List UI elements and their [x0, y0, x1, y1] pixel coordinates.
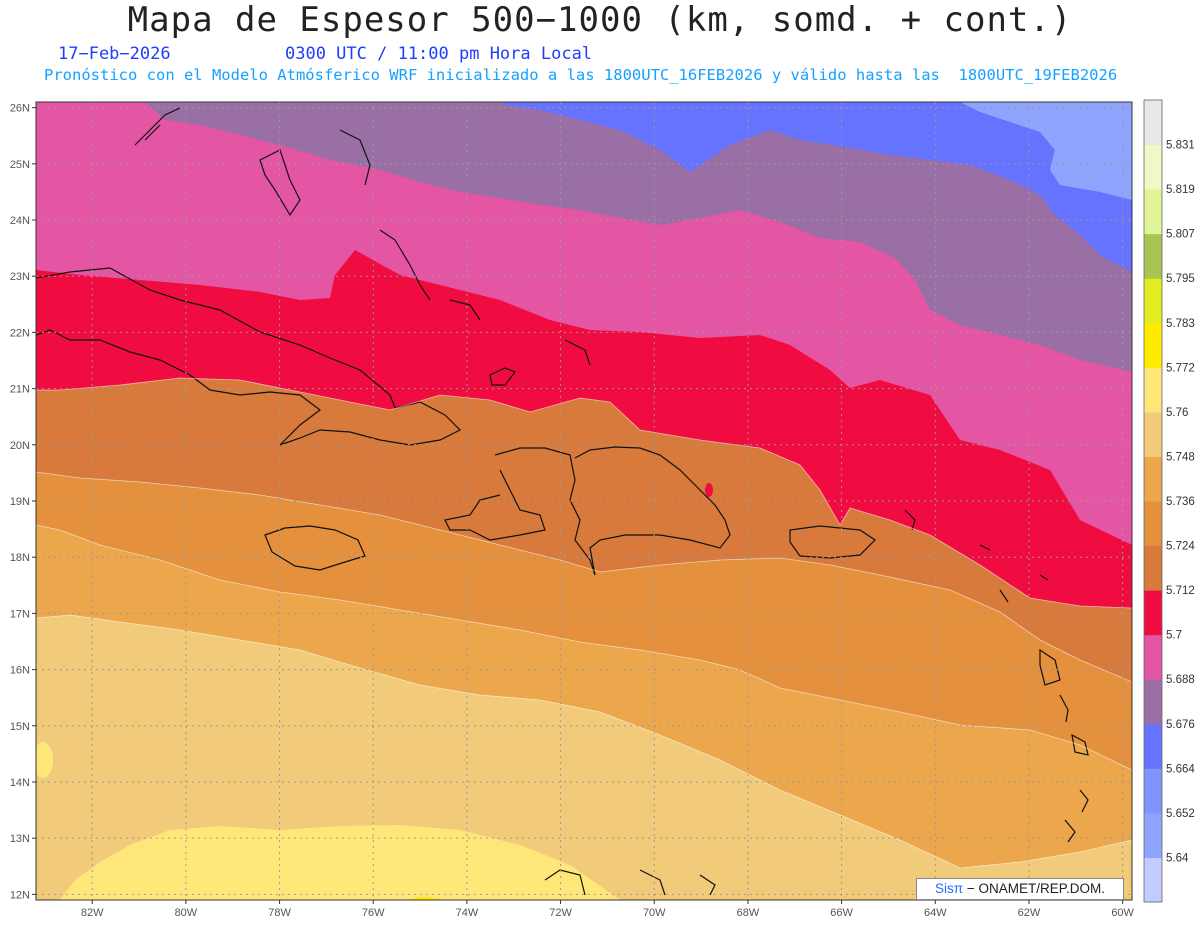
colorbar-label: 5.712 — [1166, 585, 1195, 597]
colorbar-swatch — [1144, 322, 1162, 368]
lat-tick-label: 15N — [10, 721, 30, 733]
lat-tick-label: 17N — [10, 608, 30, 620]
lat-tick-label: 21N — [10, 384, 30, 396]
colorbar-label: 5.64 — [1166, 852, 1189, 864]
colorbar-swatch — [1144, 634, 1162, 680]
longitude-axis: 82W 80W 78W 76W 74W 72W 70W 68W 66W 64W 62W 60W — [81, 900, 1135, 919]
colorbar-swatch — [1144, 100, 1162, 146]
lat-tick-label: 12N — [10, 889, 30, 901]
lon-tick-label: 64W — [924, 907, 947, 919]
colorbar-swatch — [1144, 411, 1162, 457]
lon-tick-label: 70W — [643, 907, 666, 919]
colorbar-label: 5.772 — [1166, 362, 1195, 374]
lon-tick-label: 68W — [737, 907, 760, 919]
lat-tick-label: 23N — [10, 271, 30, 283]
thickness-field — [36, 102, 1132, 900]
lat-tick-label: 16N — [10, 665, 30, 677]
colorbar-label: 5.676 — [1166, 719, 1195, 731]
gridlines — [36, 102, 1132, 900]
valid-time: 0300 UTC / 11:00 pm Hora Local — [285, 44, 593, 64]
colorbar-label: 5.652 — [1166, 808, 1195, 820]
colorbar-label: 5.688 — [1166, 674, 1195, 686]
forecast-info: Pronóstico con el Modelo Atmósferico WRF… — [44, 66, 1118, 84]
coastlines — [36, 107, 1089, 896]
lon-tick-label: 72W — [549, 907, 572, 919]
colorbar-swatch — [1144, 857, 1162, 903]
lat-tick-label: 26N — [10, 103, 30, 115]
colorbar-swatch — [1144, 278, 1162, 324]
lat-tick-label: 13N — [10, 833, 30, 845]
lon-tick-label: 76W — [362, 907, 385, 919]
colorbar-swatch — [1144, 501, 1162, 547]
lon-tick-label: 82W — [81, 907, 104, 919]
band-5676 — [500, 102, 1132, 272]
lat-tick-label: 18N — [10, 552, 30, 564]
lat-tick-label: 25N — [10, 159, 30, 171]
colorbar-label: 5.795 — [1166, 273, 1195, 285]
map-title: Mapa de Espesor 500−1000 (km, somd. + co… — [127, 0, 1073, 40]
colorbar-swatch — [1144, 456, 1162, 502]
colorbar-swatch — [1144, 768, 1162, 814]
latitude-axis: 12N 13N 14N 15N 16N 17N 18N 19N 20N 21N 22N 23N 24N 2… — [10, 103, 36, 901]
sispi-logo: Sisπ — [935, 881, 964, 896]
lon-tick-label: 62W — [1018, 907, 1041, 919]
lon-tick-label: 74W — [456, 907, 479, 919]
colorbar-label: 5.7 — [1166, 630, 1182, 642]
colorbar-swatch — [1144, 367, 1162, 413]
colorbar-label: 5.783 — [1166, 318, 1195, 330]
colorbar-swatch — [1144, 679, 1162, 725]
lon-tick-label: 66W — [830, 907, 853, 919]
band-5664 — [960, 102, 1132, 200]
lat-tick-label: 24N — [10, 215, 30, 227]
colorbar-swatch — [1144, 189, 1162, 235]
colorbar-swatch — [1144, 144, 1162, 190]
colorbar-swatch — [1144, 545, 1162, 591]
colorbar-label: 5.724 — [1166, 541, 1195, 553]
lat-tick-label: 22N — [10, 327, 30, 339]
colorbar-label: 5.819 — [1166, 184, 1195, 196]
lon-tick-label: 60W — [1111, 907, 1134, 919]
colorbar-label: 5.76 — [1166, 407, 1188, 419]
colorbar-label: 5.664 — [1166, 763, 1195, 775]
colorbar-swatch — [1144, 812, 1162, 858]
colorbar-label: 5.736 — [1166, 496, 1195, 508]
credit-text: − ONAMET/REP.DOM. — [966, 881, 1105, 896]
lat-tick-label: 19N — [10, 496, 30, 508]
lat-tick-label: 20N — [10, 440, 30, 452]
lon-tick-label: 80W — [175, 907, 198, 919]
colorbar-label: 5.748 — [1166, 451, 1195, 463]
colorbar-swatch — [1144, 590, 1162, 636]
lon-tick-label: 78W — [268, 907, 291, 919]
colorbar-swatch — [1144, 233, 1162, 279]
colorbar: 5.64 5.652 5.664 5.676 5.688 5.7 5.712 5.724 5.7… — [1143, 99, 1195, 903]
lat-tick-label: 14N — [10, 777, 30, 789]
credit-box: Sisπ − ONAMET/REP.DOM. — [916, 878, 1124, 900]
colorbar-swatch — [1144, 723, 1162, 769]
band-5772 — [60, 825, 620, 900]
colorbar-label: 5.807 — [1166, 229, 1195, 241]
band-5688 — [145, 102, 1132, 372]
valid-date: 17−Feb−2026 — [58, 44, 171, 64]
colorbar-label: 5.831 — [1166, 140, 1195, 152]
